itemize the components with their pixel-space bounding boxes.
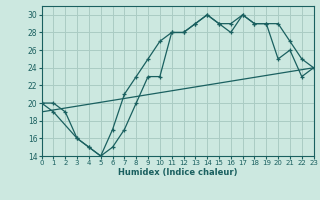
X-axis label: Humidex (Indice chaleur): Humidex (Indice chaleur)	[118, 168, 237, 177]
